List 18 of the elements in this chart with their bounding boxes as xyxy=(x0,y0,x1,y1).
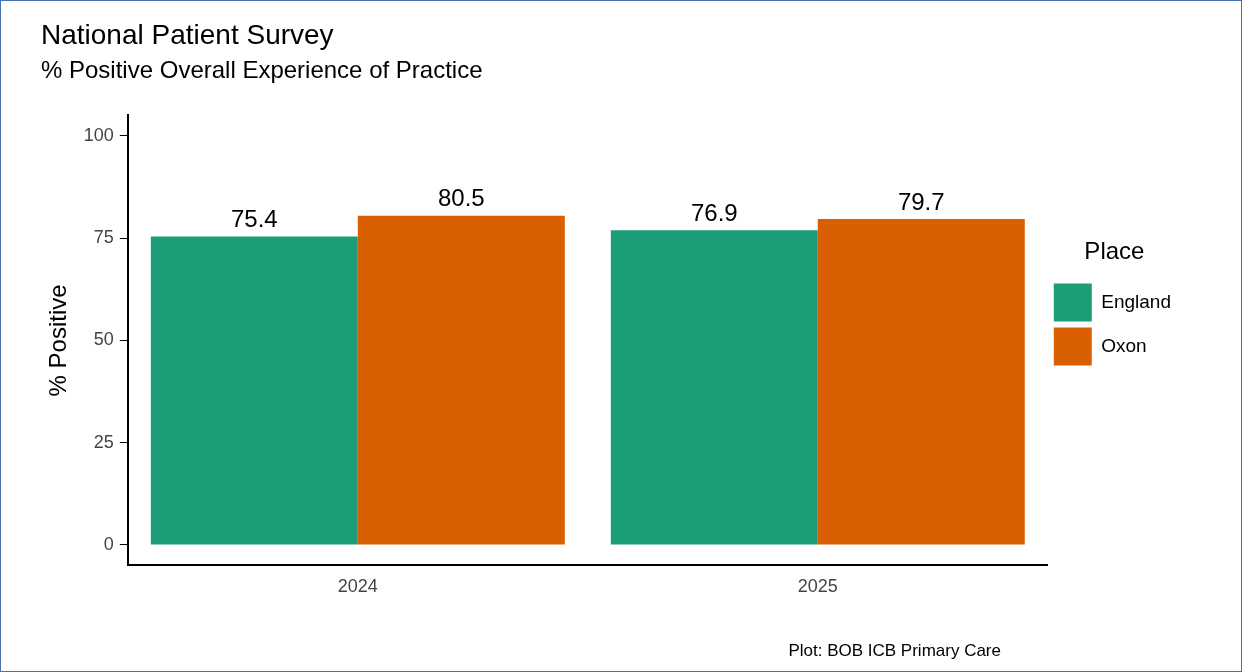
data-label: 80.5 xyxy=(437,184,485,212)
data-label: 75.4 xyxy=(230,205,278,233)
x-tick-label: 2024 xyxy=(337,576,378,597)
chart-subtitle: % Positive Overall Experience of Practice xyxy=(41,55,483,83)
x-tick-label: 2025 xyxy=(797,576,838,597)
y-axis-title: % Positive xyxy=(44,284,72,397)
y-tick-label: 0 xyxy=(103,533,114,554)
data-label: 76.9 xyxy=(690,198,738,226)
y-tick-label: 100 xyxy=(83,124,114,145)
legend-label: Oxon xyxy=(1101,334,1147,356)
data-label: 79.7 xyxy=(897,187,945,215)
y-tick-label: 50 xyxy=(93,329,114,350)
text: Plot: BOB ICB Primary Care xyxy=(788,641,1001,661)
y-tick-label: 25 xyxy=(93,431,114,452)
legend-title: Place xyxy=(1084,237,1145,265)
legend-label: England xyxy=(1101,290,1172,312)
y-tick-label: 75 xyxy=(93,227,114,248)
chart-title: National Patient Survey xyxy=(41,18,334,50)
